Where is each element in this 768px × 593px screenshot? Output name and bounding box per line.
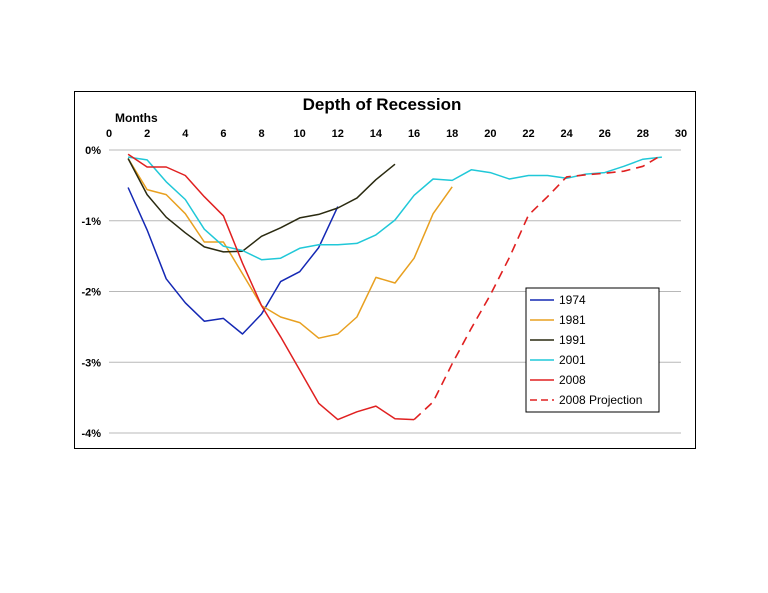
x-tick-labels: 0 2 4 6 8 10 12 14 16 18 20 22 24 26 28 30 (106, 128, 687, 140)
series-lines (127, 153, 663, 421)
x-tick-label: 22 (522, 128, 534, 140)
y-tick-label: -1% (81, 216, 101, 228)
x-tick-label: 4 (182, 128, 189, 140)
legend-label: 2008 (559, 373, 586, 387)
legend-box (525, 287, 660, 413)
x-tick-label: 8 (258, 128, 264, 140)
y-tick-label: -3% (81, 357, 101, 369)
y-tick-label: -2% (81, 287, 101, 299)
x-tick-label: 0 (106, 128, 112, 140)
y-tick-label: 0% (85, 145, 101, 157)
legend: 1974 1981 1991 2001 2008 2008 Projection (525, 287, 660, 413)
series-line-1974 (127, 187, 339, 335)
chart-title: Depth of Recession (303, 95, 462, 114)
legend-label: 2008 Projection (559, 393, 642, 407)
series-line-2001 (127, 156, 662, 261)
x-tick-label: 10 (294, 128, 306, 140)
x-tick-label: 30 (675, 128, 687, 140)
series-line-2008 (127, 153, 415, 421)
x-axis-label: Months (115, 111, 158, 125)
x-tick-label: 6 (220, 128, 226, 140)
series-line-2008-projection (413, 154, 663, 421)
x-tick-label: 26 (599, 128, 611, 140)
x-tick-label: 16 (408, 128, 420, 140)
legend-label: 1991 (559, 333, 586, 347)
y-tick-labels: 0% -1% -2% -3% -4% (81, 145, 101, 440)
x-tick-label: 18 (446, 128, 458, 140)
legend-label: 1974 (559, 293, 586, 307)
series-line-1981 (127, 158, 453, 339)
x-tick-label: 24 (560, 128, 573, 140)
y-tick-label: -4% (81, 428, 101, 440)
series-line-1991 (127, 158, 396, 253)
x-tick-label: 14 (370, 128, 383, 140)
x-tick-label: 2 (144, 128, 150, 140)
x-tick-label: 28 (637, 128, 649, 140)
x-tick-label: 12 (332, 128, 344, 140)
x-tick-label: 20 (484, 128, 496, 140)
legend-label: 1981 (559, 313, 586, 327)
legend-label: 2001 (559, 353, 586, 367)
